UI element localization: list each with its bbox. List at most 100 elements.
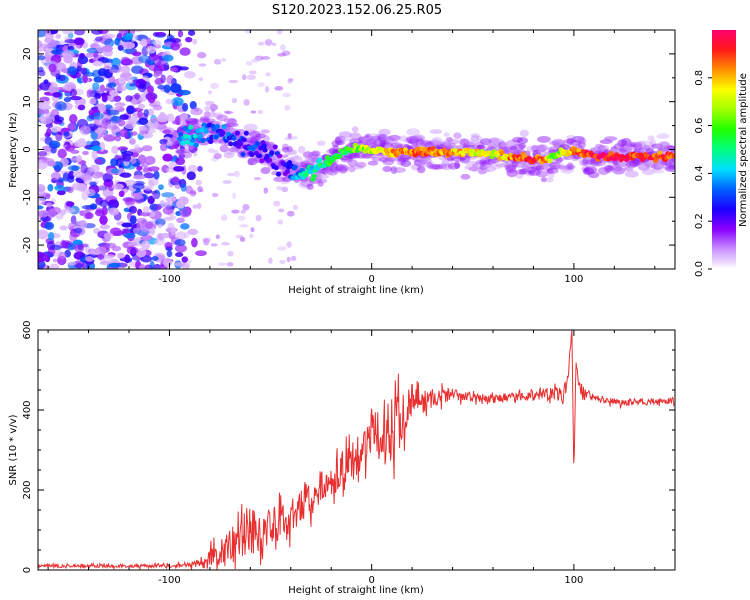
- heatmap-cell: [192, 120, 201, 125]
- heatmap-cell: [647, 135, 655, 141]
- colorbar-gradient: [712, 30, 736, 269]
- heatmap-cell: [157, 114, 169, 123]
- heatmap-cell: [157, 84, 166, 90]
- heatmap-cell: [146, 45, 157, 54]
- heatmap-cell: [62, 30, 74, 35]
- heatmap-cell: [344, 151, 359, 157]
- heatmap-cell: [179, 208, 192, 218]
- heatmap-cell: [103, 253, 116, 259]
- heatmap-cell: [438, 140, 451, 148]
- heatmap-cell: [80, 174, 93, 181]
- heatmap-cell: [275, 171, 282, 177]
- heatmap-cell: [185, 128, 192, 134]
- heatmap-cell: [264, 38, 273, 46]
- heatmap-cell: [151, 193, 160, 199]
- heatmap-cell: [373, 137, 382, 146]
- heatmap-cell: [112, 95, 122, 102]
- heatmap-cell: [38, 205, 44, 210]
- heatmap-cell: [410, 164, 422, 171]
- heatmap-cell: [429, 163, 440, 170]
- heatmap-cell: [599, 144, 609, 152]
- heatmap-cell: [287, 160, 293, 165]
- heatmap-cell: [134, 92, 141, 100]
- heatmap-cell: [321, 168, 335, 173]
- heatmap-cell: [149, 203, 158, 211]
- heatmap-cell: [606, 160, 620, 166]
- heatmap-cell: [247, 157, 258, 166]
- heatmap-cell: [348, 152, 361, 159]
- heatmap-cell: [663, 144, 675, 153]
- heatmap-cell: [298, 181, 312, 189]
- heatmap-cell: [299, 179, 314, 187]
- heatmap-cell: [545, 177, 554, 183]
- heatmap-cell: [153, 170, 160, 180]
- heatmap-cell: [273, 176, 287, 183]
- heatmap-cell: [140, 240, 151, 250]
- heatmap-cell: [593, 160, 607, 167]
- heatmap-cell: [173, 165, 185, 172]
- heatmap-cell: [436, 141, 443, 148]
- heatmap-cell: [180, 223, 190, 230]
- heatmap-cell: [197, 52, 207, 59]
- heatmap-cell: [495, 163, 509, 168]
- heatmap-cell: [449, 142, 456, 148]
- heatmap-cell: [151, 256, 159, 262]
- heatmap-cell: [67, 261, 77, 266]
- heatmap-cell: [226, 172, 236, 177]
- heatmap-cell: [503, 145, 518, 152]
- heatmap-cell: [178, 131, 184, 137]
- heatmap-cell: [126, 246, 139, 255]
- heatmap-cell: [100, 130, 109, 139]
- y-tick-label: -20: [22, 237, 33, 253]
- heatmap-cell: [277, 246, 287, 251]
- heatmap-cell: [371, 156, 382, 162]
- heatmap-cell: [225, 125, 234, 132]
- heatmap-cell: [55, 131, 63, 142]
- heatmap-cell: [107, 82, 117, 88]
- heatmap-cell: [57, 148, 67, 159]
- heatmap-cell: [91, 171, 103, 179]
- heatmap-cell: [104, 232, 111, 241]
- heatmap-cell: [132, 175, 146, 180]
- heatmap-cell: [643, 144, 651, 151]
- heatmap-cell: [129, 215, 137, 225]
- heatmap-cell: [433, 141, 447, 148]
- heatmap-cell: [86, 115, 95, 122]
- heatmap-cell: [178, 151, 193, 159]
- heatmap-cell: [619, 149, 627, 154]
- heatmap-cell: [268, 257, 273, 264]
- heatmap-cell: [69, 231, 77, 242]
- heatmap-cell: [212, 149, 220, 154]
- heatmap-cell: [451, 156, 466, 162]
- heatmap-cell: [176, 217, 185, 224]
- heatmap-cell: [577, 137, 587, 145]
- heatmap-cell: [38, 196, 46, 206]
- heatmap-cell: [641, 168, 655, 176]
- heatmap-cell: [332, 165, 340, 174]
- heatmap-cell: [146, 37, 152, 47]
- heatmap-cell: [280, 44, 286, 51]
- heatmap-cell: [52, 91, 62, 98]
- heatmap-cell: [41, 157, 55, 164]
- heatmap-cell: [643, 161, 652, 168]
- spectrogram-x-label: Height of straight line (km): [288, 285, 424, 296]
- heatmap-cell: [195, 250, 207, 257]
- heatmap-cell: [479, 159, 487, 167]
- heatmap-cell: [140, 38, 148, 47]
- heatmap-cell: [243, 99, 250, 106]
- heatmap-cell: [621, 138, 632, 146]
- heatmap-cell: [228, 79, 239, 84]
- heatmap-cell: [47, 183, 54, 192]
- heatmap-cell: [435, 145, 442, 150]
- heatmap-cell: [180, 183, 187, 192]
- heatmap-cell: [228, 141, 234, 147]
- heatmap-cell: [234, 130, 240, 136]
- heatmap-cell: [63, 97, 72, 103]
- heatmap-cell: [247, 157, 254, 166]
- heatmap-cell: [339, 131, 352, 138]
- heatmap-cell: [547, 158, 553, 164]
- heatmap-cell: [174, 239, 186, 246]
- heatmap-cell: [335, 140, 346, 146]
- heatmap-cell: [81, 205, 94, 210]
- heatmap-cell: [186, 118, 198, 126]
